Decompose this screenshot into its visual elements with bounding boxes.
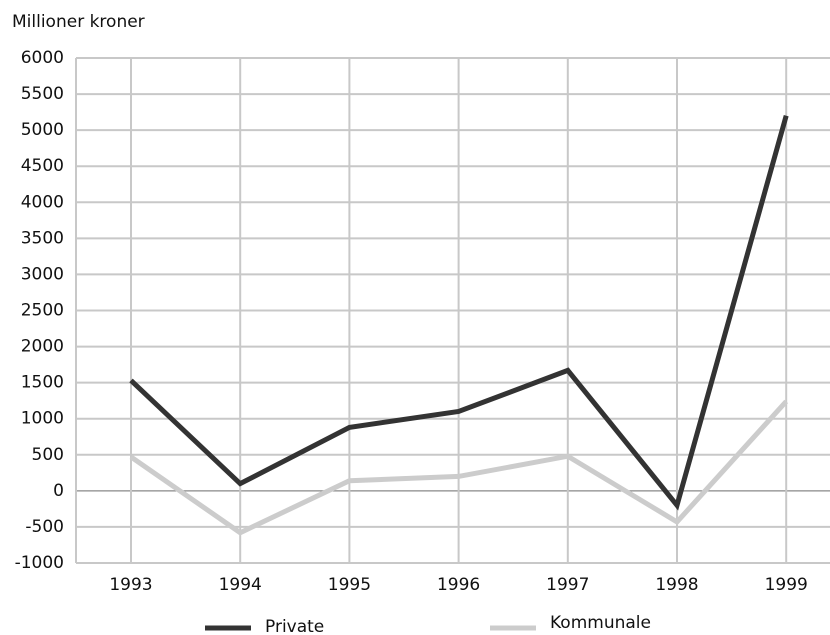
legend-label: Kommunale xyxy=(550,613,651,633)
y-axis-label: Millioner kroner xyxy=(12,12,145,32)
y-tick-label: -1000 xyxy=(15,553,64,573)
y-tick-label: 3500 xyxy=(21,228,64,248)
y-tick-label: 2500 xyxy=(21,301,64,321)
legend-label: Private xyxy=(265,617,324,635)
y-tick-label: 3000 xyxy=(21,264,64,284)
data-line xyxy=(129,399,789,536)
y-tick-label: 1500 xyxy=(21,373,64,393)
y-tick-label: 2000 xyxy=(21,337,64,357)
y-tick-label: -500 xyxy=(25,517,64,537)
x-tick-label: 1998 xyxy=(655,575,698,595)
x-tick-label: 1999 xyxy=(765,575,808,595)
x-tick-label: 1997 xyxy=(546,575,589,595)
y-tick-label: 6000 xyxy=(21,48,64,68)
x-tick-label: 1993 xyxy=(109,575,152,595)
y-tick-label: 1000 xyxy=(21,409,64,429)
data-line xyxy=(129,115,789,511)
y-tick-label: 4000 xyxy=(21,192,64,212)
x-tick-label: 1995 xyxy=(328,575,371,595)
y-tick-label: 4500 xyxy=(21,156,64,176)
y-tick-label: 5000 xyxy=(21,120,64,140)
x-tick-label: 1996 xyxy=(437,575,480,595)
y-tick-label: 5500 xyxy=(21,84,64,104)
y-tick-label: 500 xyxy=(32,445,64,465)
y-tick-label: 0 xyxy=(53,481,64,501)
x-tick-label: 1994 xyxy=(219,575,262,595)
